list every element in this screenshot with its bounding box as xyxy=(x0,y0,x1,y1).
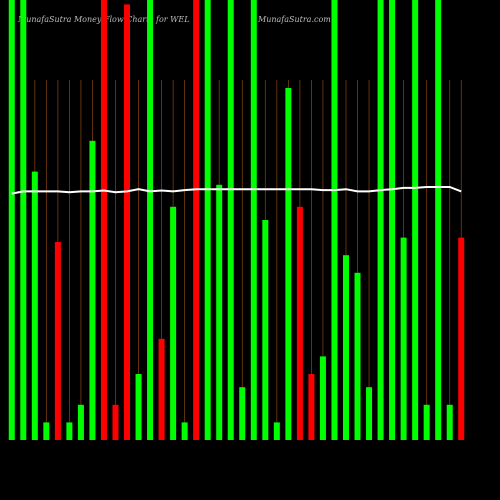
bar xyxy=(20,0,27,440)
bar xyxy=(147,0,154,440)
bar xyxy=(389,0,396,440)
bar xyxy=(227,0,234,440)
bar xyxy=(54,242,61,440)
bar xyxy=(342,255,349,440)
bar xyxy=(262,220,269,440)
bar xyxy=(239,387,246,440)
bar xyxy=(170,206,177,440)
bar xyxy=(135,374,142,440)
bar xyxy=(158,338,165,440)
bar xyxy=(181,422,188,440)
bar xyxy=(435,0,442,440)
bar xyxy=(273,422,280,440)
bar xyxy=(377,0,384,440)
bar xyxy=(400,237,407,440)
bar xyxy=(216,184,223,440)
bar xyxy=(296,206,303,440)
bar xyxy=(458,237,465,440)
bar xyxy=(124,4,131,441)
bar xyxy=(100,0,107,440)
bar xyxy=(250,0,257,440)
bar xyxy=(66,422,73,440)
bar xyxy=(31,171,38,440)
money-flow-line xyxy=(11,186,462,195)
bar xyxy=(193,0,200,440)
bar xyxy=(89,140,96,441)
bar xyxy=(285,88,292,440)
bar xyxy=(8,0,15,440)
bar xyxy=(77,404,84,440)
bar xyxy=(412,0,419,440)
bar xyxy=(112,404,119,440)
bar xyxy=(446,404,453,440)
bar xyxy=(204,0,211,440)
chart-subtitle: MunafaSutra.com xyxy=(257,15,331,24)
bar xyxy=(423,404,430,440)
bar xyxy=(354,272,361,440)
bar xyxy=(331,0,338,440)
bar xyxy=(366,387,373,440)
bar xyxy=(319,356,326,440)
bar xyxy=(308,374,315,440)
bar xyxy=(43,422,50,440)
